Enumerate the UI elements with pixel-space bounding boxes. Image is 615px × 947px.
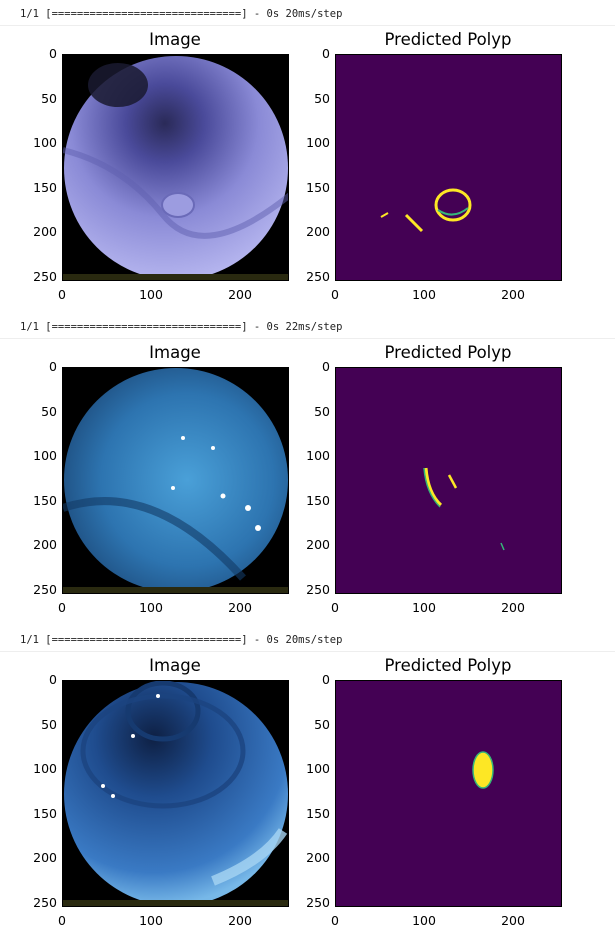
y-tick: 100 [306, 135, 330, 150]
output-divider [0, 25, 615, 26]
x-tick: 100 [412, 287, 436, 302]
cell-output-log-2: 1/1 [==============================] - 0… [20, 321, 343, 333]
y-tick: 200 [33, 224, 57, 239]
y-tick: 100 [33, 448, 57, 463]
y-tick: 0 [49, 359, 57, 374]
y-tick: 50 [41, 404, 57, 419]
cell-output-log-3: 1/1 [==============================] - 0… [20, 634, 343, 646]
y-tick: 0 [322, 672, 330, 687]
y-tick: 100 [306, 448, 330, 463]
x-tick: 0 [58, 287, 66, 302]
y-tick: 0 [322, 359, 330, 374]
y-tick: 0 [49, 46, 57, 61]
y-tick: 100 [33, 761, 57, 776]
y-tick: 150 [306, 806, 330, 821]
y-tick: 150 [33, 180, 57, 195]
x-tick: 100 [139, 287, 163, 302]
x-tick: 200 [501, 287, 525, 302]
predicted-mask-3 [335, 680, 562, 907]
image-title-1: Image [149, 30, 201, 49]
y-tick: 100 [33, 135, 57, 150]
y-tick: 150 [306, 180, 330, 195]
y-tick: 150 [33, 806, 57, 821]
x-tick: 0 [331, 600, 339, 615]
x-tick: 100 [412, 913, 436, 928]
prediction-title-2: Predicted Polyp [384, 343, 512, 362]
predicted-mask-2 [335, 367, 562, 594]
x-tick: 100 [139, 600, 163, 615]
y-tick: 250 [306, 895, 330, 910]
endoscopy-image-3 [62, 680, 289, 907]
image-title-3: Image [149, 656, 201, 675]
image-title-2: Image [149, 343, 201, 362]
y-tick: 250 [33, 269, 57, 284]
y-tick: 250 [306, 269, 330, 284]
x-tick: 200 [228, 913, 252, 928]
endoscopy-image-2 [62, 367, 289, 594]
x-tick: 200 [501, 600, 525, 615]
y-tick: 50 [314, 717, 330, 732]
y-tick: 250 [33, 582, 57, 597]
x-tick: 100 [139, 913, 163, 928]
y-tick: 0 [322, 46, 330, 61]
y-tick: 150 [306, 493, 330, 508]
x-tick: 100 [412, 600, 436, 615]
y-tick: 200 [306, 850, 330, 865]
x-tick: 200 [228, 287, 252, 302]
y-tick: 50 [41, 91, 57, 106]
output-divider [0, 651, 615, 652]
prediction-title-3: Predicted Polyp [384, 656, 512, 675]
x-tick: 200 [501, 913, 525, 928]
endoscopy-image-1 [62, 54, 289, 281]
y-tick: 0 [49, 672, 57, 687]
y-tick: 200 [33, 850, 57, 865]
y-tick: 250 [33, 895, 57, 910]
cell-output-log-1: 1/1 [==============================] - 0… [20, 8, 343, 20]
x-tick: 0 [58, 600, 66, 615]
x-tick: 0 [331, 913, 339, 928]
x-tick: 200 [228, 600, 252, 615]
y-tick: 200 [306, 224, 330, 239]
y-tick: 200 [33, 537, 57, 552]
y-tick: 50 [314, 91, 330, 106]
predicted-mask-1 [335, 54, 562, 281]
y-tick: 150 [33, 493, 57, 508]
prediction-title-1: Predicted Polyp [384, 30, 512, 49]
y-tick: 100 [306, 761, 330, 776]
y-tick: 250 [306, 582, 330, 597]
y-tick: 50 [41, 717, 57, 732]
output-divider [0, 338, 615, 339]
x-tick: 0 [331, 287, 339, 302]
y-tick: 200 [306, 537, 330, 552]
y-tick: 50 [314, 404, 330, 419]
x-tick: 0 [58, 913, 66, 928]
